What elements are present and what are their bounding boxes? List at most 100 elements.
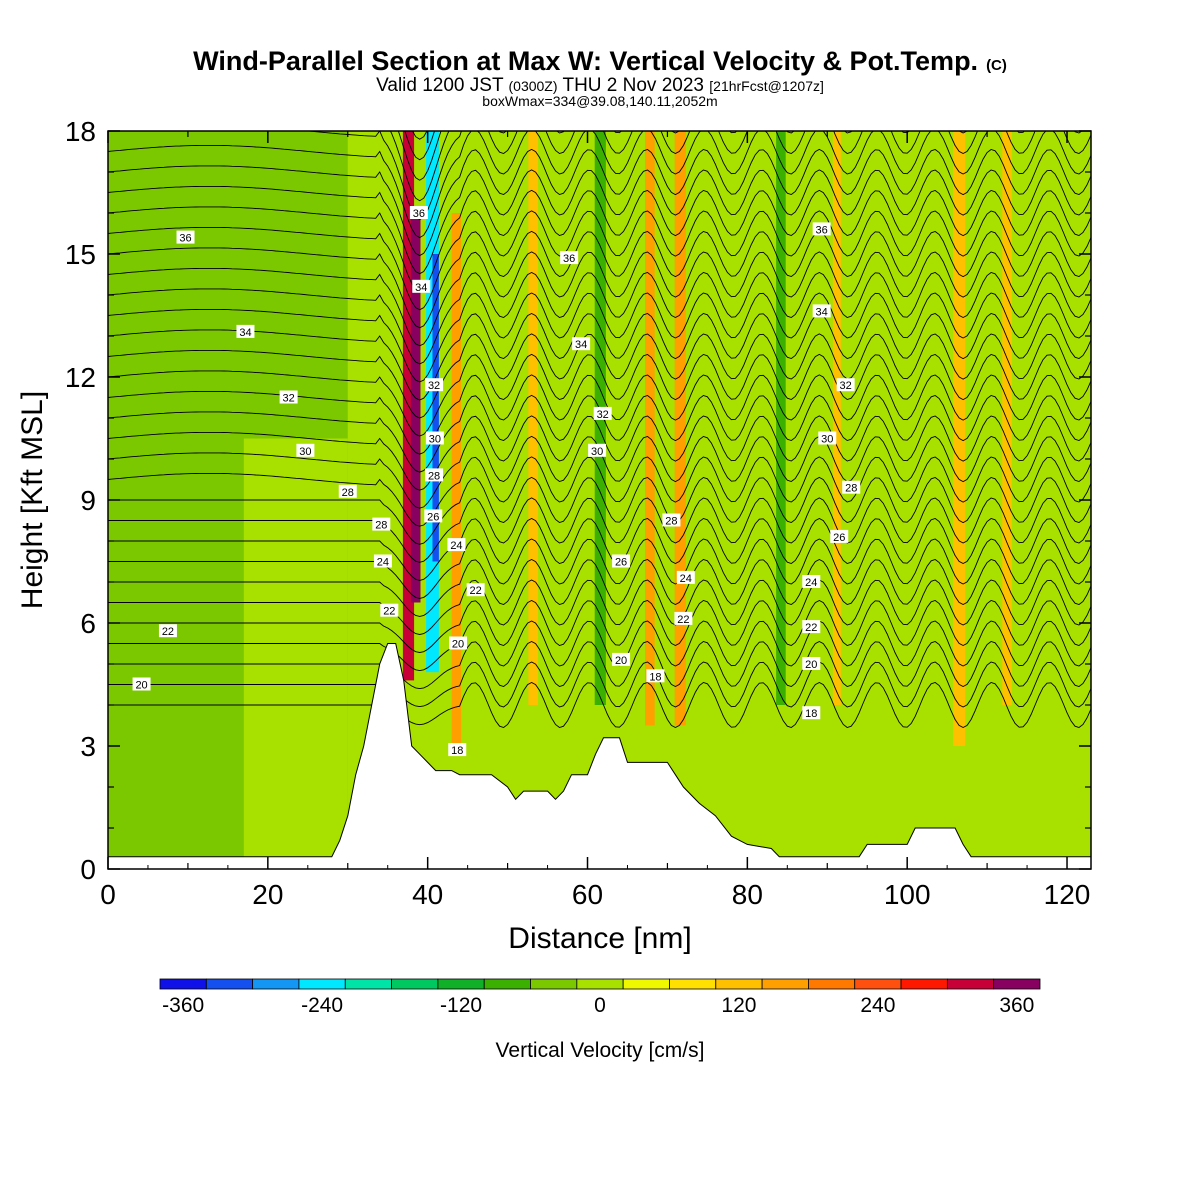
- y-tick-label: 6: [80, 608, 96, 639]
- theta-label: 26: [830, 529, 849, 544]
- theta-label-text: 24: [377, 557, 389, 569]
- theta-label-text: 20: [135, 680, 147, 692]
- colorbar-swatch: [900, 978, 948, 990]
- x-tick-label: 40: [412, 879, 443, 910]
- theta-label: 34: [412, 279, 431, 294]
- theta-label-text: 34: [816, 306, 828, 318]
- theta-label-text: 22: [383, 606, 395, 618]
- theta-label: 36: [409, 206, 428, 220]
- theta-label: 32: [425, 378, 444, 392]
- theta-label-text: 24: [805, 577, 817, 589]
- x-tick-label: 20: [252, 879, 283, 910]
- theta-label-text: 36: [563, 253, 575, 265]
- theta-contour: [108, 620, 1091, 672]
- theta-label-text: 28: [342, 487, 354, 499]
- theta-label: 18: [802, 706, 821, 720]
- theta-contour: [108, 599, 1091, 653]
- theta-label-text: 18: [649, 671, 661, 683]
- theta-label-text: 28: [845, 483, 857, 495]
- colorbar-label: Vertical Velocity [cm/s]: [496, 1039, 705, 1062]
- colorbar-swatch: [391, 978, 439, 990]
- colorbar-tick-label: -360: [162, 994, 204, 1017]
- theta-label: 30: [296, 443, 315, 458]
- theta-label: 34: [236, 324, 255, 339]
- y-tick-label: 9: [80, 485, 96, 516]
- theta-label: 30: [588, 443, 607, 458]
- theta-label: 24: [802, 575, 821, 589]
- theta-label: 22: [802, 620, 821, 634]
- theta-label: 34: [572, 337, 591, 351]
- colorbar-swatch: [761, 978, 809, 990]
- theta-label-text: 28: [665, 516, 677, 528]
- y-tick-label: 0: [80, 854, 96, 885]
- theta-label-text: 20: [452, 639, 464, 651]
- colorbar-tick-label: 120: [721, 994, 756, 1017]
- vv-band: [451, 213, 462, 746]
- theta-label: 24: [447, 538, 466, 552]
- y-tick-label: 18: [65, 116, 96, 147]
- y-tick-label: 3: [80, 731, 96, 762]
- theta-label-text: 30: [299, 446, 311, 458]
- theta-label: 28: [425, 468, 444, 482]
- copyright-mark: (C): [986, 57, 1007, 74]
- x-tick-label: 120: [1044, 879, 1091, 910]
- theta-label: 36: [176, 230, 195, 245]
- vv-band: [410, 213, 421, 603]
- theta-label-text: 18: [805, 708, 817, 720]
- theta-label: 28: [372, 517, 391, 532]
- theta-contour: [108, 517, 1091, 581]
- theta-label-text: 22: [470, 585, 482, 597]
- theta-label-text: 26: [615, 557, 627, 569]
- y-tick-label: 12: [65, 362, 96, 393]
- theta-contour: [108, 210, 1091, 311]
- valid-prefix: Valid 1200 JST: [376, 75, 508, 96]
- theta-label-text: 32: [840, 380, 852, 392]
- vv-band: [776, 131, 786, 705]
- theta-label: 36: [812, 222, 831, 236]
- theta-label: 30: [818, 431, 837, 446]
- colorbar-swatch: [159, 978, 207, 990]
- vv-band: [432, 254, 439, 562]
- theta-label: 28: [338, 484, 357, 499]
- vv-band: [528, 131, 538, 705]
- x-tick-label: 0: [100, 879, 116, 910]
- theta-contour: [108, 661, 1091, 708]
- theta-label-text: 22: [677, 614, 689, 626]
- vv-region-lowland: [243, 438, 348, 869]
- theta-contour: [108, 251, 1091, 347]
- theta-contour: [108, 271, 1091, 365]
- theta-label-text: 34: [575, 339, 587, 351]
- vv-band: [645, 131, 655, 726]
- colorbar-swatch: [715, 978, 763, 990]
- theta-label-text: 36: [816, 224, 828, 236]
- theta-label: 36: [560, 251, 579, 265]
- theta-label-text: 30: [821, 434, 833, 446]
- theta-label-text: 32: [597, 409, 609, 421]
- theta-contours: [108, 131, 1091, 729]
- y-axis-label: Height [Kft MSL]: [16, 391, 49, 609]
- theta-label-text: 36: [179, 233, 191, 245]
- colorbar-tick-label: -240: [301, 994, 343, 1017]
- contour-labels: 36 34 32 30 28 22 20 36 34 32 30 28 26 28 24 22 24 22 20 18…: [132, 206, 861, 757]
- theta-contour: [108, 538, 1091, 599]
- theta-label-text: 24: [680, 573, 692, 585]
- theta-label-text: 32: [428, 380, 440, 392]
- theta-contour: [108, 497, 1091, 563]
- theta-label-text: 20: [805, 659, 817, 671]
- colorbar-swatch: [808, 978, 856, 990]
- theta-contour: [108, 169, 1091, 275]
- colorbar-swatch: [576, 978, 624, 990]
- colorbar-swatch: [622, 978, 670, 990]
- colorbar-tick-label: 240: [860, 994, 895, 1017]
- theta-contour: [108, 148, 1091, 257]
- colorbar-tick-label: -120: [440, 994, 482, 1017]
- theta-label-text: 18: [451, 745, 463, 757]
- theta-contour: [108, 189, 1091, 293]
- theta-label-text: 34: [239, 327, 251, 339]
- valid-utc: (0300Z): [509, 78, 558, 94]
- theta-label: 22: [674, 611, 693, 626]
- colorbar-swatch: [205, 978, 254, 990]
- colorbar-swatch: [854, 978, 902, 990]
- x-axis-label: Distance [nm]: [508, 922, 691, 955]
